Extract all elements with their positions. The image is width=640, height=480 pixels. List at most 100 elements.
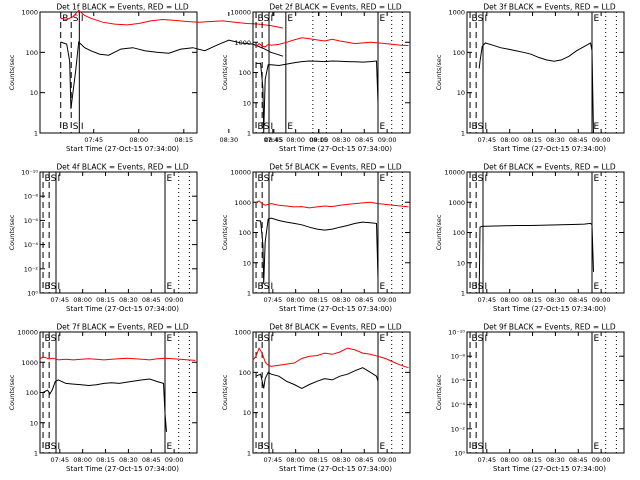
x-tick-label: 09:00 <box>378 296 397 304</box>
series-line-lld <box>60 9 284 29</box>
marker-label-bottom: S <box>264 122 270 132</box>
x-tick-label: 08:45 <box>355 296 374 304</box>
marker-label-top: B <box>45 174 51 184</box>
x-tick-label: 08:00 <box>73 456 92 464</box>
marker-label-bottom: E <box>593 442 599 452</box>
marker-label-bottom: B <box>258 442 264 452</box>
chart-title: Det 6f BLACK = Events, RED = LLD <box>483 163 616 172</box>
series-line-events <box>255 367 379 389</box>
marker-label-top: I <box>485 14 488 24</box>
x-tick-label: 07:45 <box>477 456 496 464</box>
x-tick-label: 08:00 <box>73 296 92 304</box>
plot-frame <box>39 331 198 454</box>
y-axis-label: Counts/sec <box>8 54 16 90</box>
marker-label-top: I <box>485 174 488 184</box>
y-axis-label: Counts/sec <box>8 214 16 250</box>
chart-title: Det 9f BLACK = Events, RED = LLD <box>483 323 616 332</box>
y-axis-label: Counts/sec <box>8 374 16 410</box>
x-tick-label: 08:00 <box>500 456 519 464</box>
series-line-events <box>42 378 167 432</box>
x-tick-label: 09:00 <box>592 136 611 144</box>
marker-label-bottom: S <box>51 442 57 452</box>
x-tick-label: 08:15 <box>523 296 542 304</box>
y-tick-label: 10000 <box>230 169 251 177</box>
marker-label-bottom: E <box>287 122 293 132</box>
y-tick-label: 10000 <box>230 9 251 17</box>
y-tick-label: 10⁰ <box>27 290 38 298</box>
marker-label-bottom: B <box>62 122 68 132</box>
plot-frame <box>466 331 625 454</box>
marker-label-bottom: S <box>264 282 270 292</box>
plot-frame <box>252 171 411 294</box>
marker-label-top: S <box>73 14 79 24</box>
x-axis-label: Start Time (27-Oct-15 07:34:00) <box>66 305 179 313</box>
marker-label-bottom: E <box>379 122 385 132</box>
x-tick-label: 08:00 <box>500 296 519 304</box>
x-tick-label: 08:15 <box>174 136 193 144</box>
x-tick-label: 08:00 <box>129 136 148 144</box>
series-line-events <box>60 39 284 109</box>
x-tick-label: 08:45 <box>569 296 588 304</box>
series-line-lld <box>39 356 196 361</box>
y-tick-label: 1000 <box>234 199 251 207</box>
marker-label-bottom: S <box>51 282 57 292</box>
y-axis-label: Counts/sec <box>435 214 443 250</box>
x-tick-label: 08:30 <box>119 296 138 304</box>
marker-label-bottom: E <box>379 442 385 452</box>
y-tick-label: 10 <box>457 89 465 97</box>
y-tick-label: 1000 <box>448 199 465 207</box>
x-axis-label: Start Time (27-Oct-15 07:34:00) <box>66 145 179 153</box>
x-tick-label: 07:45 <box>477 136 496 144</box>
marker-label-top: B <box>472 334 478 344</box>
x-tick-label: 08:15 <box>523 136 542 144</box>
x-tick-label: 09:00 <box>165 296 184 304</box>
y-axis-label: Counts/sec <box>221 214 229 250</box>
y-tick-label: 1000 <box>448 9 465 17</box>
marker-label-top: E <box>593 174 599 184</box>
marker-label-bottom: S <box>478 282 484 292</box>
chart-panel: Det 8f BLACK = Events, RED = LLD Counts/s… <box>221 323 411 473</box>
marker-label-bottom: I <box>58 282 61 292</box>
chart-title: Det 1f BLACK = Events, RED = LLD <box>56 3 189 12</box>
x-tick-label: 07:45 <box>263 136 282 144</box>
marker-label-bottom: E <box>379 282 385 292</box>
x-tick-label: 08:15 <box>96 296 115 304</box>
chart-title: Det 3f BLACK = Events, RED = LLD <box>483 3 616 12</box>
marker-label-bottom: I <box>485 282 488 292</box>
marker-label-bottom: S <box>264 442 270 452</box>
x-tick-label: 09:00 <box>592 456 611 464</box>
y-tick-label: 1000 <box>21 9 38 17</box>
marker-label-top: B <box>472 14 478 24</box>
y-tick-label: 10 <box>30 419 38 427</box>
chart-panel: Det 7f BLACK = Events, RED = LLD Counts/s… <box>8 323 198 473</box>
y-tick-label: 10000 <box>444 169 465 177</box>
x-tick-label: 08:30 <box>546 456 565 464</box>
marker-label-top: E <box>166 174 172 184</box>
x-tick-label: 08:00 <box>286 296 305 304</box>
marker-label-top: I <box>271 334 274 344</box>
x-axis-label: Start Time (27-Oct-15 07:34:00) <box>279 305 392 313</box>
x-tick-label: 08:15 <box>309 136 328 144</box>
y-tick-label: 10⁻⁴ <box>451 401 466 409</box>
marker-label-bottom: I <box>271 282 274 292</box>
series-line-events <box>255 217 379 284</box>
y-tick-label: 10⁻² <box>451 425 466 433</box>
marker-label-top: B <box>258 14 264 24</box>
y-axis-label: Counts/sec <box>221 54 229 90</box>
chart-title: Det 8f BLACK = Events, RED = LLD <box>269 323 402 332</box>
y-tick-label: 10⁻⁶ <box>24 217 39 225</box>
y-tick-label: 100 <box>453 49 465 57</box>
marker-label-bottom: B <box>472 442 478 452</box>
x-tick-label: 08:45 <box>355 136 374 144</box>
marker-label-top: E <box>287 14 293 24</box>
x-tick-label: 08:30 <box>332 136 351 144</box>
marker-label-top: S <box>264 14 270 24</box>
x-tick-label: 07:45 <box>263 456 282 464</box>
y-tick-label: 10 <box>30 89 38 97</box>
marker-label-bottom: B <box>258 122 264 132</box>
marker-label-top: S <box>264 174 270 184</box>
marker-label-top: S <box>478 174 484 184</box>
y-tick-label: 10⁻⁸ <box>24 193 39 201</box>
plot-frame <box>466 171 625 294</box>
